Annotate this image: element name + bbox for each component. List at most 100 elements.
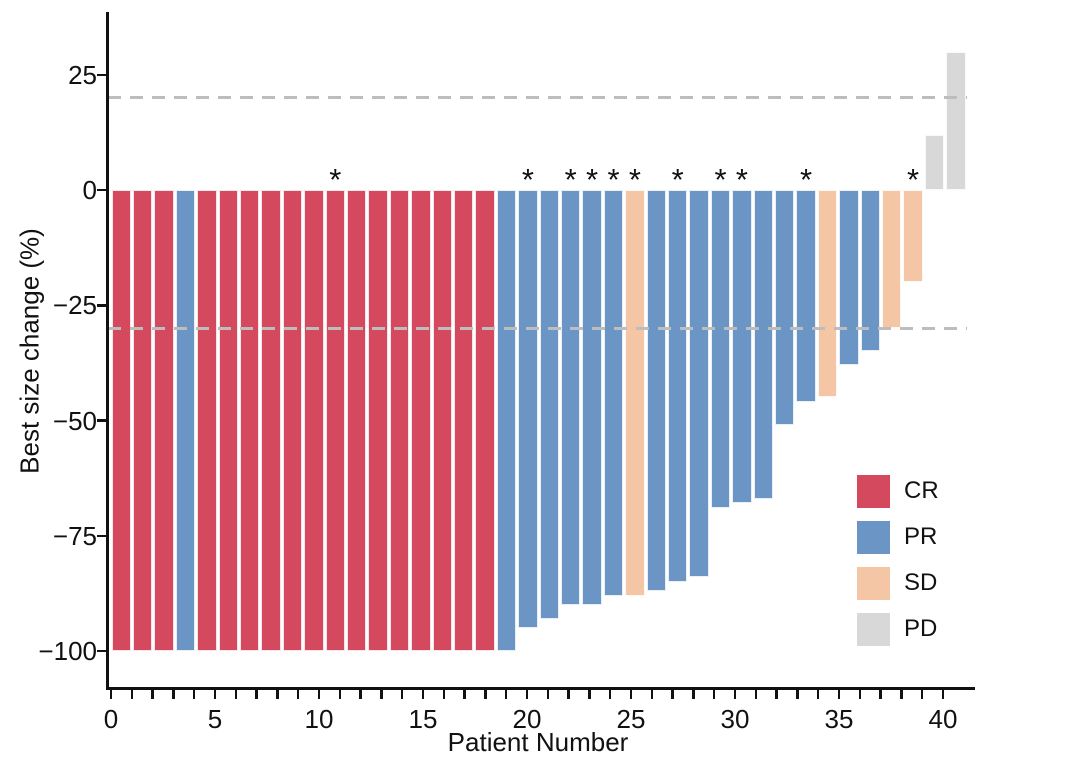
y-tick-label: 0 xyxy=(82,175,97,205)
x-axis-tick xyxy=(359,689,362,699)
y-tick-label: −100 xyxy=(38,636,97,666)
x-axis-tick xyxy=(858,689,862,699)
x-axis-tick xyxy=(130,689,134,699)
x-axis-tick xyxy=(442,689,446,699)
bar-patient-24 xyxy=(603,190,624,596)
x-tick-label: 20 xyxy=(512,704,542,734)
x-axis-tick xyxy=(151,689,154,699)
bar-patient-2 xyxy=(132,190,153,651)
x-axis-tick xyxy=(192,689,196,699)
legend-item-pr: PR xyxy=(857,514,939,560)
x-axis-tick xyxy=(879,689,882,699)
bar-patient-19 xyxy=(496,190,517,651)
bar-patient-35 xyxy=(839,190,859,366)
y-axis-tick xyxy=(97,188,106,192)
legend-label: SD xyxy=(904,569,938,596)
bar-patient-17 xyxy=(453,190,474,651)
x-axis-line xyxy=(106,687,975,690)
bar-patient-40 xyxy=(946,51,966,190)
annotation-asterisk-patient-29: * xyxy=(714,162,727,197)
x-axis-tick xyxy=(400,689,404,699)
annotation-asterisk-patient-33: * xyxy=(800,162,813,197)
x-axis-tick xyxy=(754,689,758,699)
legend-item-pd: PD xyxy=(857,606,939,652)
x-tick-label: 25 xyxy=(616,704,646,734)
x-tick-label: 35 xyxy=(824,704,854,734)
y-axis-tick xyxy=(97,304,106,307)
bar-patient-16 xyxy=(432,190,453,651)
bar-patient-29 xyxy=(710,190,731,509)
bar-patient-8 xyxy=(261,190,281,651)
bar-patient-37 xyxy=(881,190,902,329)
bar-patient-22 xyxy=(560,190,581,605)
x-axis-tick xyxy=(588,689,591,699)
x-axis-tick xyxy=(920,689,924,699)
bar-patient-6 xyxy=(218,190,239,651)
x-axis-tick xyxy=(733,689,737,699)
x-axis-tick xyxy=(213,689,217,699)
x-axis-tick xyxy=(712,689,716,699)
annotation-asterisk-patient-25: * xyxy=(628,162,641,197)
bar-patient-5 xyxy=(197,190,217,651)
annotation-asterisk-patient-24: * xyxy=(607,162,620,197)
x-axis-tick xyxy=(650,689,654,699)
x-axis-tick xyxy=(525,689,529,699)
x-axis-tick xyxy=(775,689,778,699)
x-axis-tick xyxy=(816,689,820,699)
bar-patient-23 xyxy=(582,190,602,605)
bar-patient-33 xyxy=(796,190,816,403)
x-tick-label: 30 xyxy=(720,704,750,734)
x-axis-tick xyxy=(504,689,508,699)
x-axis-tick xyxy=(629,689,633,699)
legend-label: CR xyxy=(904,477,939,504)
reference-line-minus30 xyxy=(108,326,967,330)
x-axis-tick xyxy=(692,689,695,699)
legend-swatch-sd xyxy=(857,566,890,600)
annotation-asterisk-patient-27: * xyxy=(671,162,684,197)
bar-patient-31 xyxy=(753,190,774,499)
x-axis-tick xyxy=(109,689,113,699)
bar-patient-1 xyxy=(111,190,132,651)
bar-patient-15 xyxy=(411,190,431,651)
bar-patient-20 xyxy=(518,190,538,628)
annotation-asterisk-patient-38: * xyxy=(907,162,920,197)
legend-item-sd: SD xyxy=(857,560,939,606)
bar-patient-11 xyxy=(325,190,346,651)
bar-patient-30 xyxy=(732,190,752,504)
bar-patient-32 xyxy=(774,190,795,426)
bar-patient-34 xyxy=(817,190,838,398)
y-tick-label: −75 xyxy=(52,520,97,551)
legend-label: PD xyxy=(904,615,938,642)
bar-patient-38 xyxy=(903,190,923,283)
x-axis-tick xyxy=(941,689,945,699)
bar-patient-13 xyxy=(368,190,388,651)
x-axis-tick xyxy=(172,689,175,699)
x-axis-tick xyxy=(671,689,674,699)
y-tick-label: −50 xyxy=(52,405,97,436)
x-axis-tick xyxy=(900,689,903,699)
x-axis-tick xyxy=(380,689,383,699)
y-axis-line xyxy=(106,12,109,690)
x-axis-tick xyxy=(796,689,799,699)
x-tick-label: 15 xyxy=(408,704,438,734)
x-axis-tick xyxy=(463,689,466,699)
bar-patient-25 xyxy=(625,190,645,596)
x-axis-tick xyxy=(234,689,238,699)
x-axis-tick xyxy=(296,689,300,699)
legend-item-cr: CR xyxy=(857,468,939,514)
legend-swatch-pd xyxy=(857,612,890,646)
x-axis-title: Patient Number xyxy=(447,727,629,757)
bar-patient-9 xyxy=(282,190,303,651)
annotation-asterisk-patient-11: * xyxy=(329,162,342,197)
bar-patient-10 xyxy=(304,190,324,651)
legend-swatch-cr xyxy=(857,474,890,508)
x-axis-tick xyxy=(546,689,550,699)
bar-patient-39 xyxy=(924,134,945,190)
x-axis-tick xyxy=(276,689,279,699)
x-axis-tick xyxy=(608,689,612,699)
bar-patient-36 xyxy=(860,190,881,352)
x-axis-tick xyxy=(317,689,321,699)
y-axis-title: Best size change (%) xyxy=(14,228,45,474)
x-tick-label: 0 xyxy=(103,704,119,734)
